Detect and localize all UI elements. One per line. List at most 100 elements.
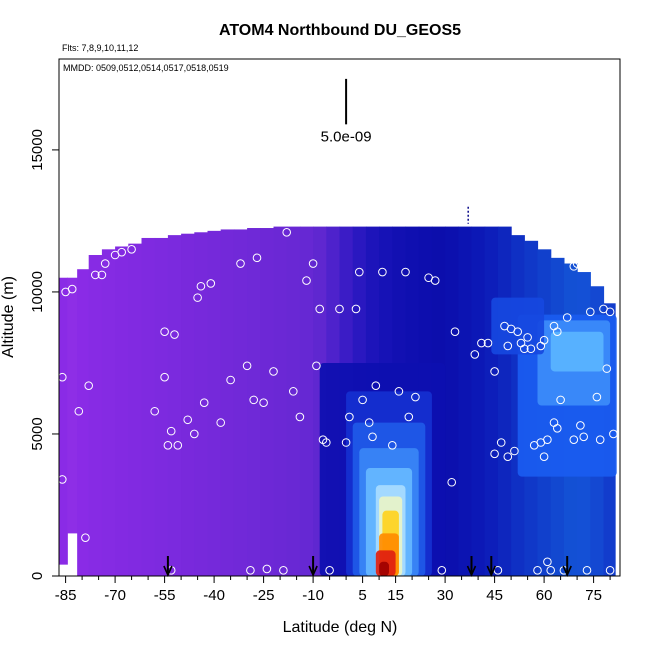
profile-column: [497, 226, 512, 576]
observation-point: [582, 262, 592, 271]
flight-arrow-head: [466, 565, 477, 577]
x-tick-label: -70: [104, 587, 126, 604]
profile-column: [220, 229, 235, 576]
x-tick-label: -10: [302, 587, 324, 604]
profile-column: [299, 226, 314, 576]
profile-column: [128, 243, 143, 576]
observation-point: [67, 284, 77, 294]
profile-column: [88, 255, 103, 576]
profile-column: [101, 249, 116, 577]
observation-point: [160, 327, 169, 337]
x-tick-label: 45: [486, 587, 503, 604]
profile-column: [273, 226, 288, 576]
observation-point: [216, 418, 225, 427]
observation-point: [371, 381, 381, 390]
observation-point: [566, 250, 575, 260]
profile-column: [141, 237, 156, 576]
observation-point: [308, 259, 318, 268]
observation-point: [335, 304, 344, 314]
observation-point: [582, 566, 592, 575]
profile-column: [484, 226, 499, 576]
observation-point: [556, 395, 565, 405]
observation-point: [553, 327, 562, 337]
observation-point: [602, 364, 612, 373]
observation-point: [97, 270, 107, 280]
observation-point: [490, 449, 499, 459]
y-tick-label: 5000: [29, 417, 46, 450]
observation-point: [312, 361, 321, 371]
observation-point: [193, 293, 202, 302]
observation-point: [279, 566, 288, 575]
observation-points: [58, 227, 618, 575]
x-tick-label: -85: [55, 587, 77, 604]
dates-label: MMDD: 0509,0512,0514,0517,0518,0519: [63, 63, 229, 73]
x-tick-label: -55: [154, 587, 176, 604]
observation-point: [523, 333, 532, 342]
observation-point: [520, 344, 529, 354]
profile-column: [115, 246, 129, 576]
observation-point: [249, 395, 258, 405]
observation-point: [605, 307, 615, 317]
observation-point: [269, 367, 278, 376]
observation-point: [170, 330, 179, 339]
profile-column: [247, 228, 261, 576]
observation-point: [513, 327, 523, 337]
observation-point: [262, 564, 272, 574]
observation-point: [150, 406, 159, 416]
observation-point: [526, 344, 536, 354]
observation-point: [543, 435, 552, 444]
observation-point: [437, 566, 447, 575]
x-tick-label: 60: [536, 587, 553, 604]
concentration-plume: [379, 561, 389, 576]
x-tick-label: -25: [253, 587, 275, 604]
observation-point: [579, 432, 589, 442]
x-tick-label: -40: [203, 587, 225, 604]
observation-point: [533, 566, 542, 575]
observation-point: [358, 395, 367, 405]
observation-point: [236, 259, 245, 268]
observation-point: [576, 421, 585, 430]
plot-frame: [58, 58, 621, 577]
observation-point: [490, 367, 499, 376]
observation-point: [595, 435, 605, 444]
observation-point: [345, 412, 354, 422]
observation-point: [450, 327, 460, 337]
observation-point: [388, 441, 397, 450]
observation-point: [166, 426, 176, 436]
observation-point: [562, 313, 572, 322]
observation-point: [355, 267, 364, 277]
observation-point: [295, 412, 305, 422]
profile-column: [77, 269, 90, 576]
flight-arrow-head: [308, 565, 318, 577]
profile-column: [194, 232, 209, 576]
y-axis: 0 5000 10000 15000: [29, 129, 59, 580]
concentration-plume: [491, 297, 545, 355]
y-tick-label: 10000: [29, 271, 46, 313]
observation-point: [84, 381, 93, 390]
observation-point: [378, 267, 387, 277]
observation-point: [447, 477, 457, 487]
observation-point: [196, 281, 206, 291]
observation-point: [163, 441, 173, 450]
x-axis-label: Latitude (deg N): [283, 619, 398, 636]
observation-point: [496, 438, 506, 447]
observation-point: [404, 412, 414, 422]
observation-point: [341, 438, 351, 447]
observation-point: [302, 276, 311, 285]
observation-point: [546, 566, 556, 575]
observation-point: [605, 566, 615, 575]
observation-point: [477, 338, 486, 348]
observation-point: [411, 392, 420, 402]
observation-point: [569, 435, 579, 444]
observation-point: [322, 438, 331, 447]
observation-point: [539, 335, 549, 345]
flight-arrow-head: [486, 565, 497, 577]
observation-point: [252, 253, 262, 263]
observation-point: [503, 452, 513, 461]
observation-point: [282, 227, 292, 237]
x-axis: -85 -70 -55 -40 -25 -10 5 15 30 45 60 75: [55, 576, 611, 604]
profile-column: [181, 233, 195, 576]
observation-point: [394, 387, 404, 396]
profile-column: [233, 229, 248, 576]
